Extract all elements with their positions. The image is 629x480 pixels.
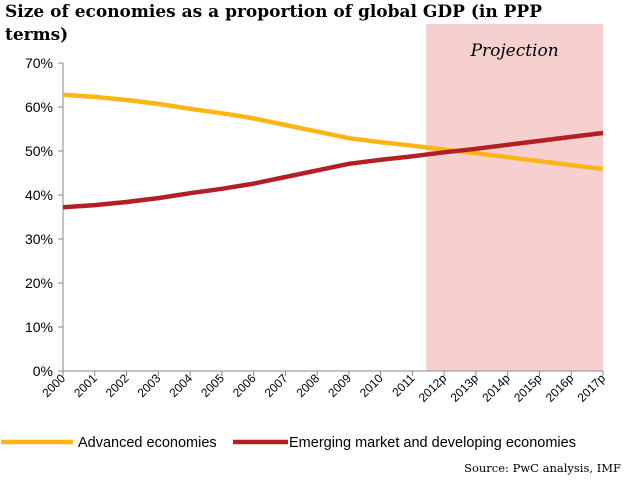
legend: Advanced economies Emerging market and de… [1,435,576,451]
x-tick-label: 2008 [293,371,322,400]
series-line-1 [62,130,604,210]
x-tick-label: 2016p [543,371,577,405]
y-tick-label: 50% [25,143,53,159]
y-tick-label: 60% [25,99,53,115]
chart-title-line-2: terms) [5,25,68,45]
y-tick-label: 0% [33,363,53,379]
x-tick-label: 2010 [357,371,386,400]
x-tick-label: 2006 [230,371,259,400]
x-tick-label: 2014p [479,371,513,405]
x-tick-label: 2004 [166,371,195,400]
projection-band [426,24,603,371]
x-tick-label: 2009 [325,371,354,400]
x-tick-label: 2001 [71,371,100,400]
y-tick-label: 10% [25,319,53,335]
x-tick-label: 2012p [416,371,450,405]
x-tick-label: 2015p [511,371,545,405]
x-tick-label: 2011 [389,371,417,399]
y-tick-label: 20% [25,275,53,291]
projection-label: Projection [470,41,559,61]
y-tick-label: 30% [25,231,53,247]
x-tick-label: 2005 [198,371,227,400]
series-lines [62,92,604,210]
x-tick-label: 2013p [448,371,482,405]
x-tick-label: 2003 [135,371,164,400]
series-line-0 [62,92,604,172]
legend-label: Advanced economies [78,435,217,451]
x-tick-label: 2002 [103,371,132,400]
source-note: Source: PwC analysis, IMF [464,461,621,475]
y-tick-label: 40% [25,187,53,203]
x-tick-label: 2007 [262,371,291,400]
y-tick-label: 70% [25,55,53,71]
legend-label: Emerging market and developing economies [289,435,576,451]
x-tick-label: 2017p [575,371,609,405]
chart-title-line-1: Size of economies as a proportion of glo… [5,2,542,22]
